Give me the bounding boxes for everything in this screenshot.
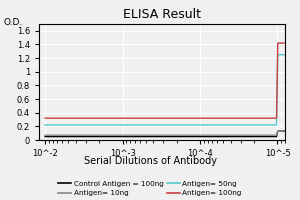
Line: Antigen= 50ng: Antigen= 50ng [45, 55, 285, 125]
Control Antigen = 100ng [43, 135, 47, 138]
Control Antigen = 100ng [283, 130, 287, 132]
Antigen= 10ng [263, 134, 266, 136]
Text: Serial Dilutions of Antibody: Serial Dilutions of Antibody [83, 156, 217, 166]
Control Antigen = 100ng [88, 135, 92, 138]
Antigen= 50ng [53, 124, 57, 126]
Control Antigen = 100ng [263, 135, 266, 138]
Antigen= 10ng [271, 134, 275, 136]
Antigen= 50ng [58, 124, 61, 126]
Antigen= 50ng [276, 54, 280, 56]
Title: ELISA Result: ELISA Result [123, 8, 201, 21]
Antigen= 10ng [276, 130, 280, 132]
Antigen= 10ng [53, 134, 57, 136]
Text: O.D.: O.D. [3, 18, 22, 27]
Antigen= 100ng [271, 117, 275, 119]
Line: Antigen= 100ng: Antigen= 100ng [45, 43, 285, 118]
Antigen= 10ng [88, 134, 92, 136]
Antigen= 100ng [276, 42, 280, 44]
Antigen= 100ng [53, 117, 57, 119]
Line: Antigen= 10ng: Antigen= 10ng [45, 131, 285, 135]
Legend: Control Antigen = 100ng, Antigen= 10ng, Antigen= 50ng, Antigen= 100ng: Control Antigen = 100ng, Antigen= 10ng, … [58, 181, 242, 196]
Control Antigen = 100ng [107, 135, 111, 138]
Antigen= 50ng [263, 124, 266, 126]
Antigen= 50ng [107, 124, 111, 126]
Antigen= 10ng [58, 134, 61, 136]
Antigen= 100ng [263, 117, 266, 119]
Line: Control Antigen = 100ng: Control Antigen = 100ng [45, 131, 285, 137]
Control Antigen = 100ng [276, 130, 280, 132]
Antigen= 100ng [107, 117, 111, 119]
Antigen= 50ng [43, 124, 47, 126]
Antigen= 10ng [43, 134, 47, 136]
Control Antigen = 100ng [58, 135, 61, 138]
Antigen= 100ng [88, 117, 92, 119]
Antigen= 10ng [283, 130, 287, 132]
Control Antigen = 100ng [271, 135, 275, 138]
Antigen= 50ng [88, 124, 92, 126]
Antigen= 100ng [43, 117, 47, 119]
Antigen= 10ng [107, 134, 111, 136]
Antigen= 100ng [283, 42, 287, 44]
Antigen= 50ng [271, 124, 275, 126]
Antigen= 100ng [58, 117, 61, 119]
Control Antigen = 100ng [53, 135, 57, 138]
Antigen= 50ng [283, 54, 287, 56]
